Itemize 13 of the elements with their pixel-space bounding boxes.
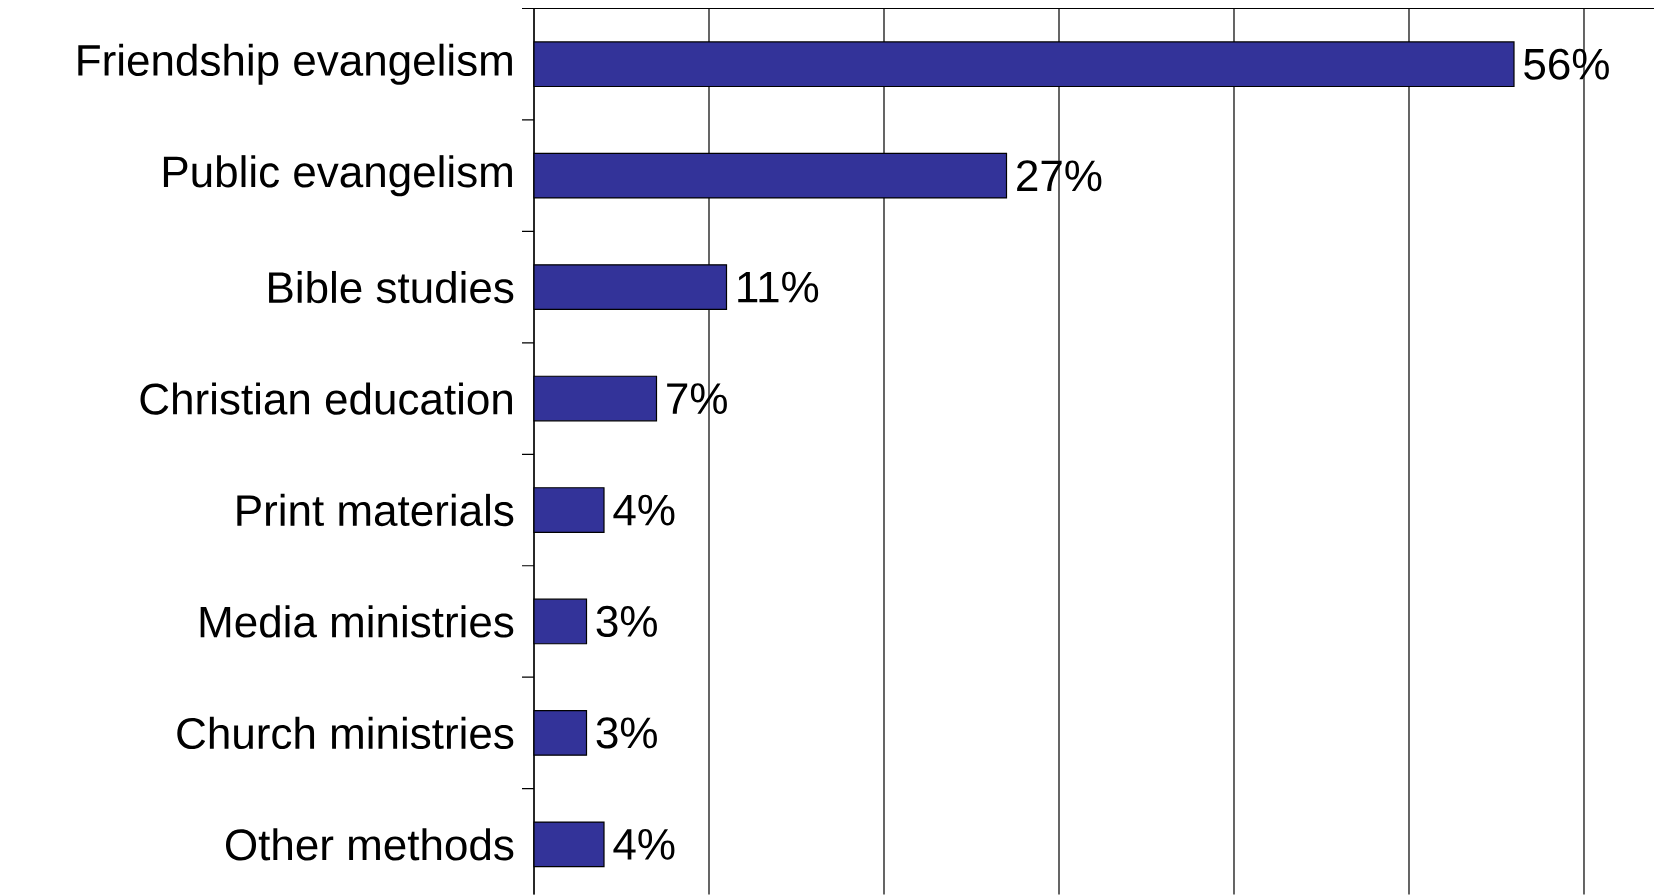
- data-label: 4%: [613, 828, 675, 860]
- y-tick-label: Bible studies: [269, 270, 514, 304]
- y-tick-label: Friendship evangelism: [78, 43, 512, 85]
- data-label: 11%: [738, 271, 819, 303]
- data-label: 3%: [596, 605, 657, 638]
- y-tick-label: Other methods: [225, 828, 514, 861]
- data-label: 4%: [613, 494, 675, 526]
- y-tick-label: Media ministries: [200, 605, 514, 638]
- data-label: 3%: [596, 717, 657, 749]
- y-tick-label: Public evangelism: [163, 155, 512, 197]
- y-tick-label: Church ministries: [177, 716, 514, 750]
- y-tick-label: Print materials: [237, 493, 514, 527]
- y-tick-label: Christian education: [140, 382, 512, 415]
